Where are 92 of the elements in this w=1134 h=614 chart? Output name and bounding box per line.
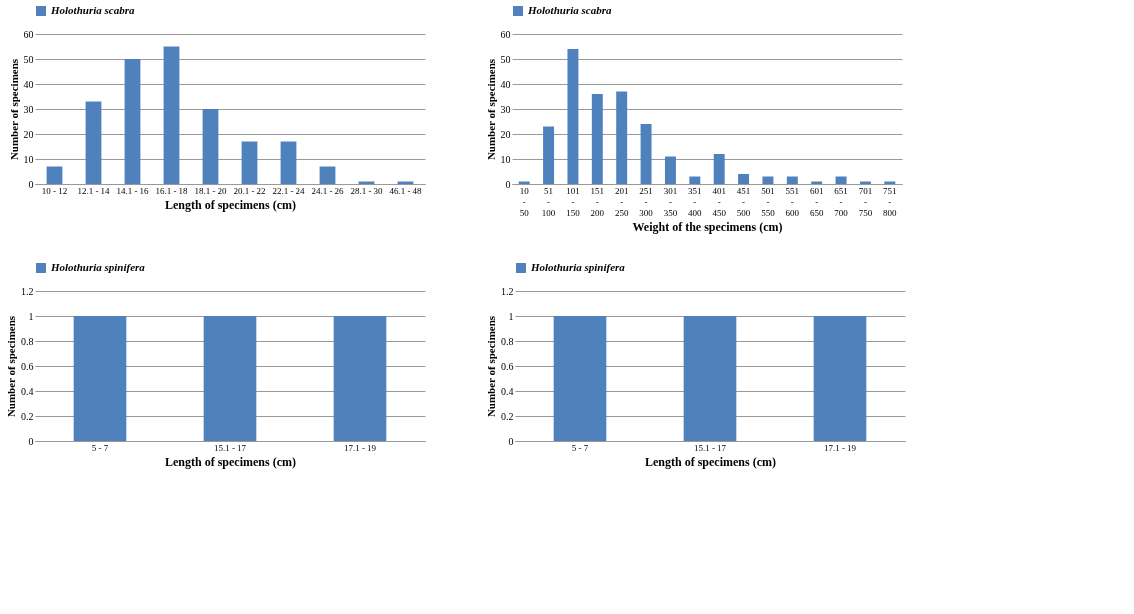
bar — [616, 91, 628, 184]
x-tick-label: 17.1 - 19 — [343, 442, 377, 453]
y-tick-label: 60 — [23, 28, 34, 40]
x-tick-label: 10 - 12 — [41, 185, 68, 196]
x-tick-label: 51 - 100 — [541, 185, 556, 218]
y-axis-title: Number of specimens — [484, 58, 497, 161]
x-tick-label: 451 - 500 — [736, 185, 751, 218]
y-tick-label: 10 — [23, 153, 34, 165]
y-tick-label: 0 — [505, 178, 511, 190]
x-axis-title: Length of specimens (cm) — [645, 454, 776, 469]
y-tick-label: 0.4 — [501, 385, 514, 397]
legend-label: Holothuria scabra — [527, 4, 612, 16]
legend-label: Holothuria spinifera — [530, 261, 626, 273]
x-tick-label: 551 - 600 — [785, 185, 800, 218]
bar — [202, 109, 219, 184]
x-tick-label: 501 - 550 — [761, 185, 776, 218]
x-tick-label: 46.1 - 48 — [389, 185, 423, 196]
bar — [762, 176, 774, 184]
bar — [163, 46, 180, 184]
bar — [241, 141, 258, 184]
y-tick-label: 20 — [23, 128, 34, 140]
y-tick-label: 0 — [28, 178, 34, 190]
y-tick-label: 50 — [23, 53, 34, 65]
x-tick-label: 701 - 750 — [858, 185, 873, 218]
bar — [640, 124, 652, 184]
x-tick-label: 101 - 150 — [566, 185, 581, 218]
y-tick-label: 60 — [500, 28, 511, 40]
y-tick-label: 0 — [508, 435, 514, 447]
y-tick-label: 0.6 — [21, 360, 34, 372]
x-tick-label: 751 - 800 — [883, 185, 898, 218]
y-tick-label: 0.8 — [501, 335, 514, 347]
y-tick-label: 1 — [28, 310, 34, 322]
bar — [835, 176, 847, 184]
bar — [689, 176, 701, 184]
y-tick-label: 0 — [28, 435, 34, 447]
bar — [85, 101, 102, 184]
x-axis-title: Length of specimens (cm) — [165, 454, 296, 469]
y-tick-label: 20 — [500, 128, 511, 140]
y-tick-label: 1.2 — [21, 285, 34, 297]
x-tick-label: 18.1 - 20 — [194, 185, 228, 196]
x-tick-label: 28.1 - 30 — [350, 185, 384, 196]
x-axis-title: Weight of the specimens (cm) — [632, 219, 783, 234]
x-tick-label: 251 - 300 — [639, 185, 654, 218]
bar — [124, 59, 141, 184]
legend-label: Holothuria scabra — [50, 4, 135, 16]
x-tick-label: 201 - 250 — [614, 185, 629, 218]
x-tick-label: 20.1 - 22 — [233, 185, 266, 196]
y-axis-title: Number of specimens — [5, 315, 17, 418]
bar — [591, 94, 603, 184]
bar — [280, 141, 297, 184]
x-tick-label: 351 - 400 — [688, 185, 703, 218]
y-tick-label: 50 — [500, 53, 511, 65]
bar — [713, 154, 725, 184]
legend-label: Holothuria spinifera — [50, 261, 146, 273]
y-tick-label: 0.2 — [501, 410, 514, 422]
bar — [319, 166, 336, 184]
y-tick-label: 0.8 — [21, 335, 34, 347]
x-tick-label: 151 - 200 — [590, 185, 605, 218]
y-tick-label: 30 — [23, 103, 34, 115]
x-tick-label: 5 - 7 — [91, 442, 109, 453]
y-tick-label: 1 — [508, 310, 514, 322]
x-tick-label: 24.1 - 26 — [311, 185, 345, 196]
x-tick-label: 14.1 - 16 — [116, 185, 150, 196]
x-tick-label: 22.1 - 24 — [272, 185, 306, 196]
y-tick-label: 0.6 — [501, 360, 514, 372]
y-tick-label: 1.2 — [501, 285, 514, 297]
y-tick-label: 0.4 — [21, 385, 34, 397]
x-tick-label: 5 - 7 — [571, 442, 589, 453]
x-tick-label: 15.1 - 17 — [213, 442, 247, 453]
y-tick-label: 0.2 — [21, 410, 34, 422]
y-axis-title: Number of specimens — [7, 58, 20, 161]
bar — [567, 49, 579, 184]
bar — [664, 156, 676, 184]
y-tick-label: 10 — [500, 153, 511, 165]
x-tick-label: 10 - 50 — [519, 185, 530, 218]
x-tick-label: 651 - 700 — [834, 185, 849, 218]
y-tick-label: 40 — [23, 78, 34, 90]
y-tick-label: 30 — [500, 103, 511, 115]
x-axis-title: Length of specimens (cm) — [165, 197, 296, 212]
x-tick-label: 401 - 450 — [712, 185, 727, 218]
y-axis-title: Number of specimens — [485, 315, 497, 418]
x-tick-label: 16.1 - 18 — [155, 185, 189, 196]
y-tick-label: 40 — [500, 78, 511, 90]
x-tick-label: 601 - 650 — [809, 185, 824, 218]
x-tick-label: 17.1 - 19 — [823, 442, 857, 453]
x-tick-label: 15.1 - 17 — [693, 442, 727, 453]
bar — [46, 166, 63, 184]
x-tick-label: 301 - 350 — [663, 185, 678, 218]
bar — [786, 176, 798, 184]
bar — [738, 174, 750, 184]
bar — [543, 126, 555, 184]
x-tick-label: 12.1 - 14 — [77, 185, 111, 196]
